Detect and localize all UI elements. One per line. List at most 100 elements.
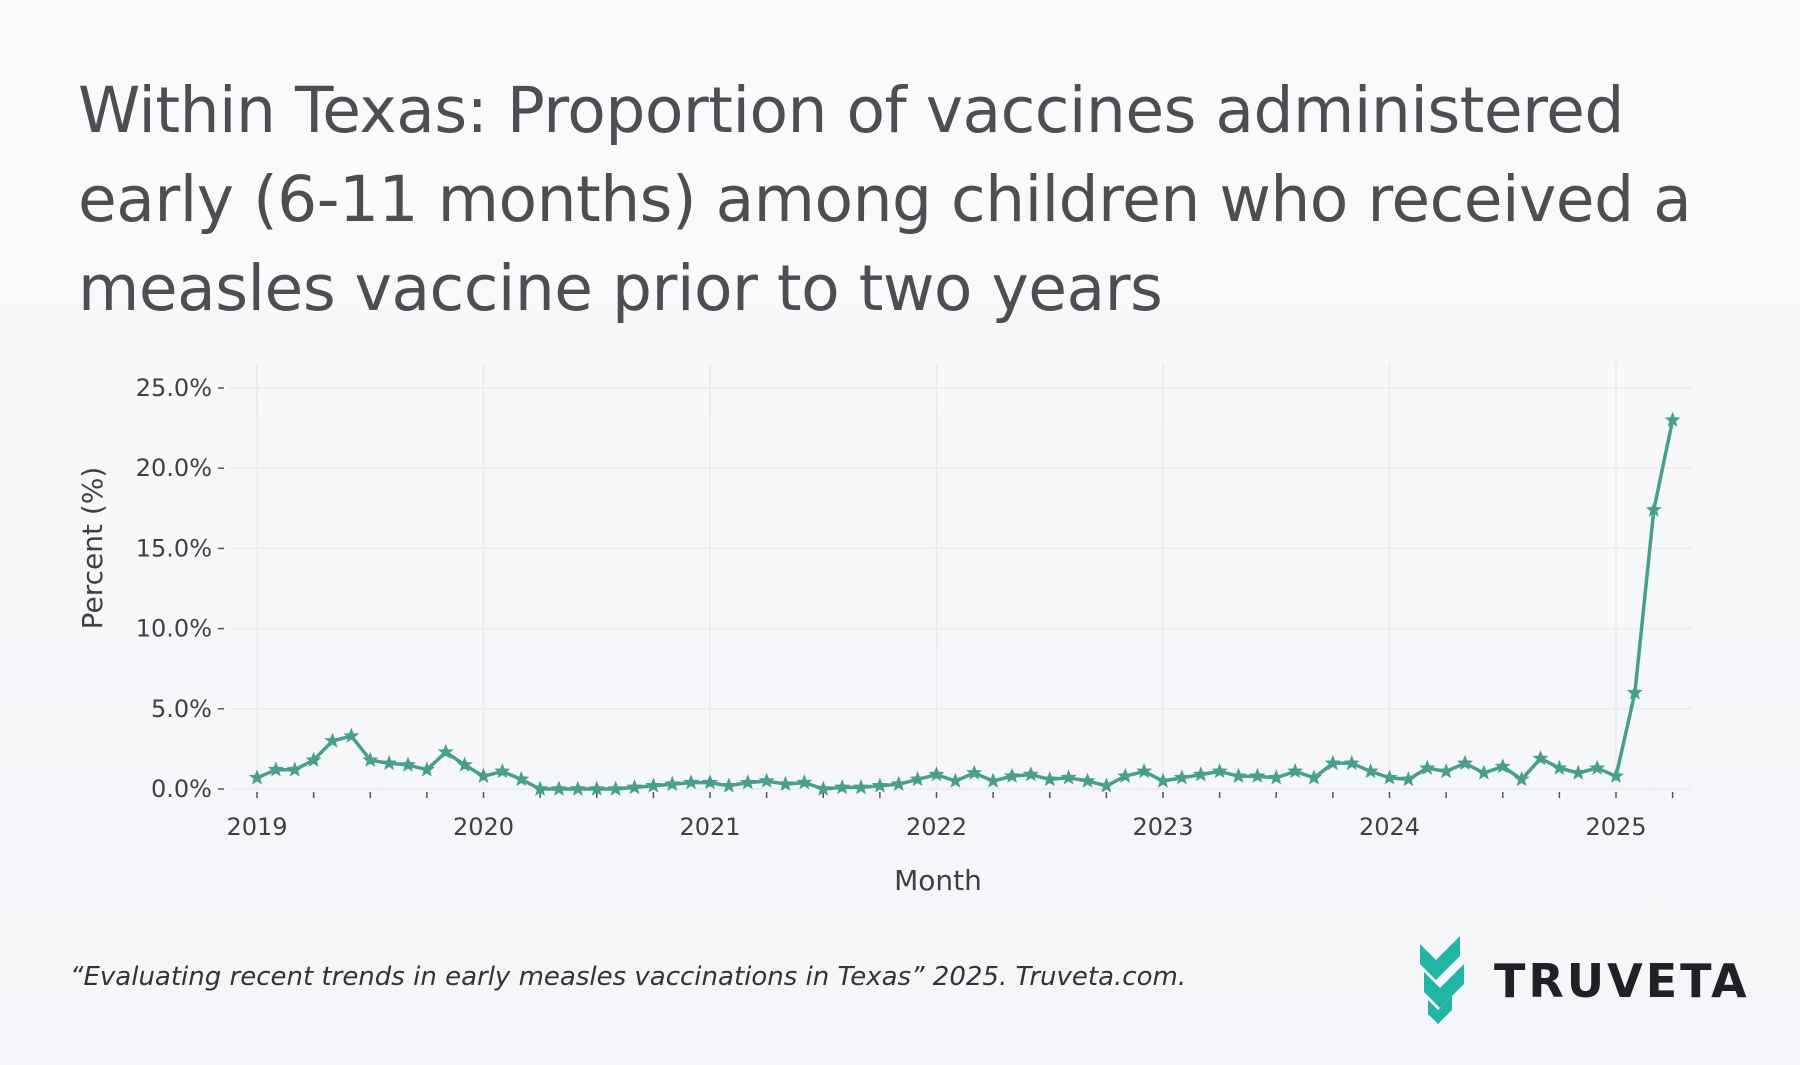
data-point-marker — [626, 779, 643, 795]
data-point-marker — [683, 774, 700, 790]
y-tick-label: 20.0% — [136, 454, 212, 482]
data-point-marker — [513, 771, 530, 787]
data-point-marker — [456, 756, 473, 772]
data-point-marker — [324, 732, 341, 748]
data-point-marker — [1438, 763, 1455, 779]
data-point-marker — [343, 727, 360, 743]
data-point-marker — [720, 777, 737, 793]
data-point-marker — [834, 778, 851, 795]
data-point-marker — [1607, 767, 1625, 783]
x-tick-label: 2025 — [1585, 813, 1646, 841]
data-point-marker — [871, 777, 888, 793]
data-point-marker — [569, 780, 586, 796]
x-tick-label: 2022 — [906, 813, 967, 841]
data-point-marker — [1626, 684, 1643, 700]
data-point-marker — [645, 777, 662, 793]
data-point-marker — [362, 751, 379, 767]
data-point-marker — [1098, 777, 1115, 793]
truveta-logo[interactable]: TRUVETA — [1418, 934, 1758, 1026]
data-point-marker — [664, 775, 681, 792]
data-point-marker — [701, 774, 719, 790]
data-point-marker — [418, 761, 435, 777]
data-point-marker — [1400, 771, 1417, 787]
data-point-marker — [947, 772, 964, 788]
data-point-marker — [607, 780, 624, 796]
data-point-marker — [1419, 759, 1436, 775]
data-point-marker — [1060, 769, 1077, 785]
data-point-marker — [1343, 754, 1360, 771]
data-point-marker — [1532, 750, 1549, 766]
data-point-marker — [1230, 767, 1247, 783]
y-tick-label: 0.0% — [151, 775, 212, 803]
y-axis-label: Percent (%) — [76, 467, 109, 630]
citation-text: “Evaluating recent trends in early measl… — [70, 962, 1187, 992]
data-point-marker — [758, 772, 775, 788]
data-point-marker — [248, 769, 266, 785]
data-point-marker — [381, 754, 398, 771]
data-point-marker — [1664, 411, 1681, 427]
data-point-marker — [305, 751, 322, 767]
data-point-marker — [286, 761, 303, 777]
y-tick-label: 5.0% — [151, 695, 212, 723]
data-point-marker — [1117, 767, 1134, 783]
series-line — [255, 418, 1675, 791]
data-point-marker — [739, 774, 756, 790]
data-point-marker — [1173, 769, 1190, 785]
data-point-marker — [550, 780, 568, 796]
y-tick-label: 25.0% — [136, 374, 212, 402]
data-point-marker — [1494, 758, 1511, 774]
data-point-marker — [1589, 759, 1606, 775]
data-point-marker — [777, 775, 794, 792]
data-point-marker — [815, 780, 832, 796]
data-point-marker — [1154, 772, 1172, 788]
data-point-marker — [267, 761, 284, 777]
data-point-marker — [1305, 769, 1323, 785]
data-point-marker — [1551, 759, 1568, 775]
data-point-marker — [1513, 771, 1530, 787]
series-markers — [248, 411, 1681, 796]
x-axis-ticks: 2019 2020 2021 2022 2023 2024 2025 — [226, 792, 1674, 841]
data-point-marker — [588, 780, 605, 796]
data-point-marker — [1268, 769, 1285, 785]
data-point-marker — [1211, 763, 1228, 779]
data-point-marker — [796, 774, 813, 790]
data-point-marker — [1475, 764, 1492, 780]
data-point-marker — [1022, 766, 1039, 782]
data-point-marker — [1645, 501, 1662, 517]
data-point-marker — [475, 767, 492, 783]
x-tick-label: 2019 — [226, 813, 287, 841]
data-point-marker — [532, 780, 549, 796]
y-axis-ticks: 0.0% 5.0% 10.0% 15.0% 20.0% 25.0% — [136, 374, 224, 803]
logo-wordmark: TRUVETA — [1494, 954, 1750, 1008]
data-point-marker — [928, 766, 945, 782]
x-tick-label: 2023 — [1132, 813, 1193, 841]
line-chart: 0.0% 5.0% 10.0% 15.0% 20.0% 25.0% 2019 2020 202… — [76, 364, 1692, 897]
series-layer — [248, 411, 1681, 796]
data-point-marker — [1041, 771, 1058, 787]
grid-lines — [230, 364, 1692, 790]
y-tick-label: 15.0% — [136, 534, 212, 562]
data-point-marker — [437, 743, 454, 759]
data-point-marker — [1287, 763, 1304, 779]
data-point-marker — [852, 779, 870, 795]
data-point-marker — [1192, 766, 1209, 782]
data-point-marker — [1136, 763, 1153, 779]
data-point-marker — [909, 771, 926, 787]
data-point-marker — [985, 772, 1002, 788]
data-point-marker — [1381, 769, 1398, 785]
x-tick-label: 2021 — [679, 813, 740, 841]
data-point-marker — [966, 764, 983, 780]
data-point-marker — [399, 756, 417, 772]
data-point-marker — [1324, 754, 1341, 771]
data-point-marker — [494, 763, 511, 779]
x-axis-label: Month — [894, 864, 982, 897]
x-tick-label: 2020 — [453, 813, 514, 841]
y-tick-label: 10.0% — [136, 615, 212, 643]
data-point-marker — [890, 775, 907, 792]
chart-title: Within Texas: Proportion of vaccines adm… — [78, 74, 1692, 325]
data-point-marker — [1249, 767, 1266, 783]
data-point-marker — [1079, 772, 1096, 788]
data-point-marker — [1362, 763, 1379, 779]
data-point-marker — [1456, 754, 1474, 771]
x-tick-label: 2024 — [1359, 813, 1420, 841]
